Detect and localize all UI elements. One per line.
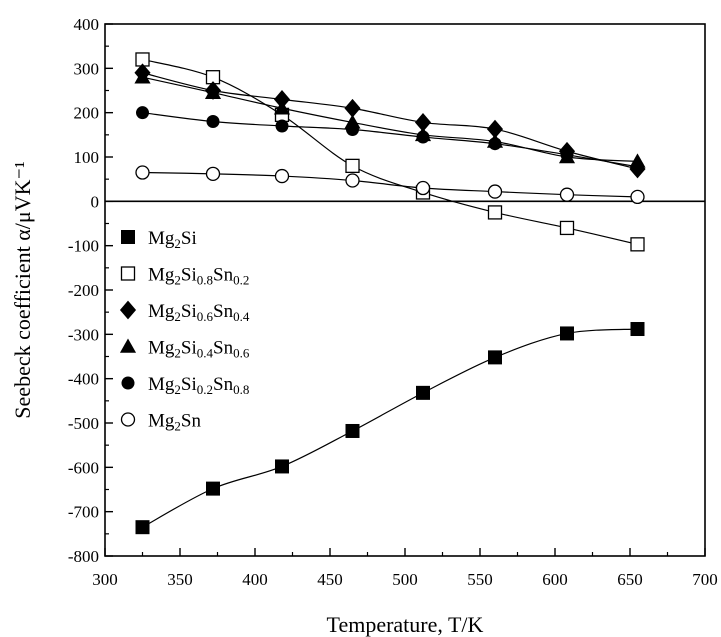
data-point bbox=[345, 158, 360, 174]
data-point bbox=[204, 84, 222, 99]
legend-marker bbox=[119, 300, 137, 320]
plot-area: 300 350 400 450 500 550 600 650 700 -800 -700 -600 -… bbox=[68, 15, 718, 589]
y-tick-label: -700 bbox=[68, 503, 99, 522]
series-1 bbox=[135, 52, 645, 252]
y-axis-title: Seebeck coefficient α/μVK⁻¹ bbox=[10, 161, 35, 418]
data-point bbox=[488, 350, 502, 365]
x-axis-title: Temperature, T/K bbox=[327, 612, 484, 637]
data-point bbox=[206, 115, 220, 129]
series-line bbox=[142, 76, 638, 163]
x-tick-label: 500 bbox=[392, 570, 418, 589]
data-point bbox=[205, 166, 221, 181]
x-tick-label: 450 bbox=[317, 570, 343, 589]
data-point bbox=[559, 220, 575, 236]
y-tick-label: -600 bbox=[68, 458, 99, 477]
data-point bbox=[135, 165, 150, 180]
legend-label: Mg2Si bbox=[148, 228, 197, 251]
legend-marker bbox=[120, 412, 136, 427]
y-tick-label: -800 bbox=[68, 547, 99, 566]
data-point bbox=[415, 180, 431, 196]
x-tick-label: 600 bbox=[542, 570, 568, 589]
y-tick-label: -400 bbox=[68, 370, 99, 389]
x-tick-label: 300 bbox=[92, 570, 118, 589]
data-point bbox=[488, 137, 502, 151]
data-point bbox=[345, 173, 360, 188]
data-point bbox=[135, 520, 150, 535]
data-point bbox=[345, 423, 360, 438]
legend-label: Mg2Sn bbox=[148, 411, 201, 434]
data-point bbox=[486, 119, 504, 139]
x-tick-label: 400 bbox=[242, 570, 268, 589]
data-point bbox=[416, 385, 430, 400]
data-point bbox=[134, 69, 151, 84]
legend-item: Mg2Sn bbox=[120, 411, 201, 434]
plot-frame bbox=[104, 23, 706, 557]
x-tick-label: 700 bbox=[692, 570, 718, 589]
data-point bbox=[273, 100, 291, 115]
data-point bbox=[487, 184, 503, 199]
x-tick-label: 650 bbox=[617, 570, 643, 589]
data-point bbox=[630, 322, 645, 337]
series-line bbox=[142, 58, 638, 245]
legend-marker bbox=[119, 338, 137, 353]
series-line bbox=[142, 328, 638, 528]
data-point bbox=[559, 187, 575, 202]
legend-marker bbox=[121, 230, 135, 244]
y-tick-label: 200 bbox=[74, 104, 100, 123]
legend-label: Mg2Si0.6Sn0.4 bbox=[148, 301, 250, 324]
legend-marker bbox=[121, 376, 135, 390]
y-tick-label: -100 bbox=[68, 237, 99, 256]
data-point bbox=[416, 130, 430, 144]
legend: Mg2Si Mg2Si0.8Sn0.2 Mg2Si0.6Sn0.4 Mg2Si0.4S… bbox=[119, 228, 250, 434]
data-point bbox=[206, 481, 220, 496]
data-point bbox=[414, 113, 432, 132]
legend-item: Mg2Si0.6Sn0.4 bbox=[119, 300, 250, 324]
y-tick-label: 300 bbox=[74, 59, 100, 78]
series-0 bbox=[135, 322, 645, 535]
y-tick-label: 400 bbox=[74, 15, 100, 34]
data-point bbox=[274, 168, 290, 184]
data-point bbox=[630, 189, 645, 205]
data-point bbox=[630, 237, 645, 252]
y-tick-label: 100 bbox=[74, 148, 100, 167]
legend-label: Mg2Si0.2Sn0.8 bbox=[148, 374, 249, 397]
data-point bbox=[344, 98, 361, 118]
legend-marker bbox=[120, 266, 136, 281]
data-point bbox=[273, 90, 291, 109]
y-tick-label: -500 bbox=[68, 414, 99, 433]
legend-item: Mg2Si0.2Sn0.8 bbox=[121, 374, 249, 397]
data-point bbox=[560, 326, 574, 341]
x-tick-label: 550 bbox=[467, 570, 493, 589]
legend-label: Mg2Si0.8Sn0.2 bbox=[148, 265, 249, 288]
y-tick-label: -200 bbox=[68, 281, 99, 300]
data-point bbox=[631, 160, 644, 174]
y-tick-label: -300 bbox=[68, 325, 99, 344]
data-point bbox=[275, 459, 289, 474]
legend-label: Mg2Si0.4Sn0.6 bbox=[148, 338, 250, 361]
data-point bbox=[136, 106, 149, 120]
series-4 bbox=[136, 106, 644, 174]
legend-item: Mg2Si bbox=[121, 228, 197, 251]
legend-item: Mg2Si0.8Sn0.2 bbox=[120, 265, 249, 288]
data-point bbox=[560, 148, 574, 162]
data-point bbox=[487, 205, 503, 220]
series-5 bbox=[135, 165, 645, 205]
data-point bbox=[346, 123, 359, 137]
legend-item: Mg2Si0.4Sn0.6 bbox=[119, 338, 250, 361]
data-point bbox=[275, 119, 289, 133]
y-tick-label: 0 bbox=[91, 192, 100, 211]
x-tick-label: 350 bbox=[167, 570, 193, 589]
